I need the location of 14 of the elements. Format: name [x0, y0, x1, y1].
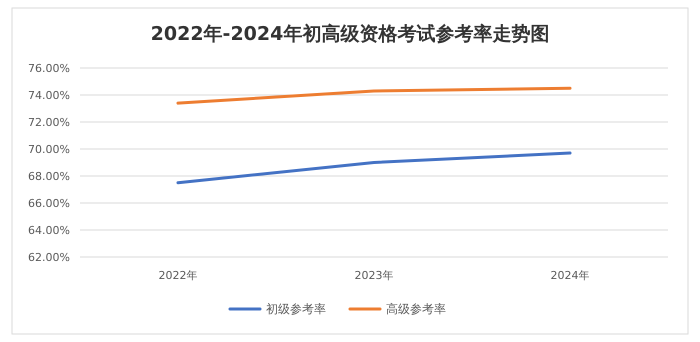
chart-title: 2022年-2024年初高级资格考试参考率走势图: [150, 23, 550, 45]
x-tick-label: 2023年: [354, 269, 394, 282]
y-tick-label: 68.00%: [28, 170, 70, 183]
y-tick-label: 64.00%: [28, 224, 70, 237]
y-tick-label: 76.00%: [28, 62, 70, 75]
x-tick-label: 2022年: [158, 269, 198, 282]
y-tick-label: 74.00%: [28, 89, 70, 102]
y-tick-label: 66.00%: [28, 197, 70, 210]
x-tick-label: 2024年: [550, 269, 590, 282]
y-tick-label: 70.00%: [28, 143, 70, 156]
legend-label: 高级参考率: [386, 302, 446, 316]
y-tick-label: 72.00%: [28, 116, 70, 129]
y-tick-label: 62.00%: [28, 251, 70, 264]
legend-label: 初级参考率: [266, 302, 326, 316]
